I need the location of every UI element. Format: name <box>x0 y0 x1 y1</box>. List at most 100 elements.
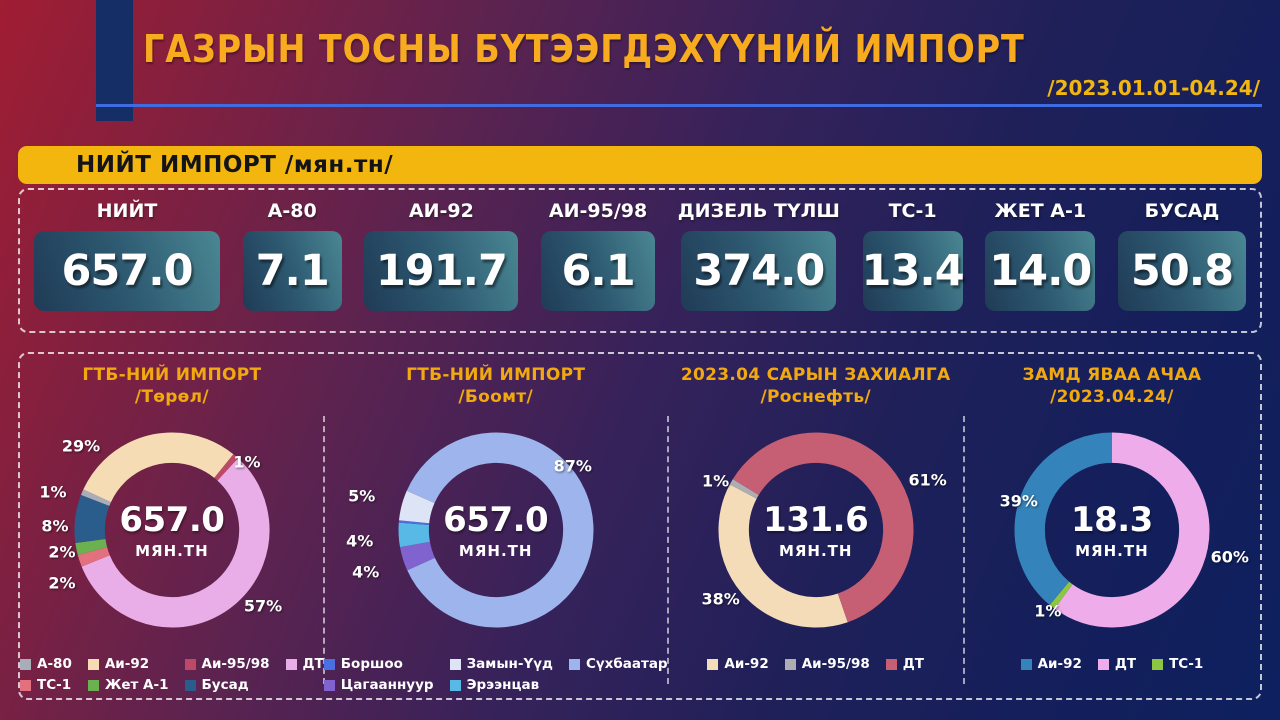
pct-label: 60% <box>1210 547 1249 567</box>
donut-segment <box>74 432 270 628</box>
donut-center-value: 657.0 <box>119 500 225 540</box>
legend-label: Аи-92 <box>104 656 150 672</box>
legend-label: ДТ <box>302 656 324 672</box>
stat-label: БУСАД <box>1144 200 1220 222</box>
donut-center-text: 131.6 МЯН.ТН <box>763 500 869 560</box>
chart-title-line: /2023.04.24/ <box>1050 387 1174 408</box>
legend-item: Цагааннуур <box>323 677 434 693</box>
chart-title-line: /Төрөл/ <box>134 387 209 408</box>
legend-label: Аи-95/98 <box>201 656 270 672</box>
stat-item: БУСАД 50.8 <box>1117 200 1246 311</box>
donut-center-text: 657.0 МЯН.ТН <box>443 500 549 560</box>
stat-card: 14.0 <box>985 231 1096 311</box>
stats-panel: НИЙТ 657.0 А-80 7.1 АИ-92 191.7 АИ-95/98 6.1 ДИЗ… <box>18 188 1262 333</box>
donut-chart <box>1014 432 1210 628</box>
pct-label: 2% <box>48 573 76 593</box>
chart-title-line: ГТБ-НИЙ ИМПОРТ <box>406 365 586 385</box>
legend-swatch <box>20 658 31 670</box>
donut-segment <box>398 432 594 628</box>
stat-card: 13.4 <box>862 231 965 311</box>
donut-chart <box>718 432 914 628</box>
header-divider <box>96 104 1262 107</box>
stat-value: 50.8 <box>1130 246 1234 296</box>
legend-swatch <box>885 658 897 670</box>
pct-label: 61% <box>908 470 947 490</box>
legend-swatch <box>449 679 461 691</box>
pct-label: 1% <box>1034 601 1062 621</box>
stat-value: 191.7 <box>375 246 508 296</box>
stat-value: 7.1 <box>255 246 330 296</box>
legend-item: ТС-1 <box>20 677 72 693</box>
legend-item: Замын-Үүд <box>449 656 553 672</box>
pct-label: 8% <box>41 516 69 536</box>
legend-swatch <box>1152 658 1164 670</box>
legend-label: Эрээнцав <box>466 677 540 693</box>
chart-legend: Боршоо Замын-Үүд Сүхбаатар Цагааннуур Эрээнц… <box>323 656 668 693</box>
stat-item: ТС-1 13.4 <box>862 200 965 311</box>
chart-title-line: ЗАМД ЯВАА АЧАА <box>1022 365 1202 385</box>
column-divider <box>666 416 669 684</box>
pct-label: 5% <box>348 486 376 506</box>
total-import-banner: НИЙТ ИМПОРТ /мян.тн/ <box>18 146 1262 184</box>
page-title: ГАЗРЫН ТОСНЫ БҮТЭЭГДЭХҮҮНИЙ ИМПОРТ <box>143 27 1025 71</box>
chart-legend: Аи-92 ДТ ТС-1 <box>964 656 1260 672</box>
pct-label: 4% <box>346 531 374 551</box>
legend-label: ТС-1 <box>37 677 72 693</box>
donut-segment <box>74 432 270 628</box>
stat-card: 6.1 <box>541 231 656 311</box>
stat-label: АИ-92 <box>408 200 474 222</box>
total-import-banner-label: НИЙТ ИМПОРТ /мян.тн/ <box>76 152 394 178</box>
legend-item: Аи-95/98 <box>184 656 270 672</box>
chart-area: 657.0 МЯН.ТН 29% 1% 8% 2% 2% 1% 57% <box>20 406 324 654</box>
legend-item: Жет А-1 <box>87 677 169 693</box>
pct-label: 39% <box>999 491 1038 511</box>
stat-item: АИ-95/98 6.1 <box>541 200 656 311</box>
stat-item: АИ-92 191.7 <box>364 200 519 311</box>
header-accent-bar <box>96 0 133 121</box>
legend-label: Аи-95/98 <box>801 656 870 672</box>
chart-panel-4: ЗАМД ЯВАА АЧАА/2023.04.24/18.3 МЯН.ТН 39% 1… <box>964 354 1260 698</box>
stat-item: А-80 7.1 <box>242 200 342 311</box>
legend-swatch <box>707 658 719 670</box>
legend-swatch <box>568 658 580 670</box>
stat-card: 374.0 <box>681 231 837 311</box>
legend-label: Аи-92 <box>1037 656 1082 672</box>
donut-center-unit: МЯН.ТН <box>1075 542 1149 560</box>
pct-label: 1% <box>39 482 67 502</box>
donut-segment <box>74 432 270 628</box>
legend-swatch <box>285 658 297 670</box>
legend-item: Эрээнцав <box>449 677 553 693</box>
legend-label: Цагааннуур <box>340 677 434 693</box>
stat-label: ТС-1 <box>888 200 937 222</box>
legend-item: Аи-92 <box>1020 656 1082 672</box>
pct-label: 38% <box>701 589 740 609</box>
pct-label: 87% <box>553 456 592 476</box>
chart-title: ЗАМД ЯВАА АЧАА/2023.04.24/ <box>964 364 1260 408</box>
stat-label: А-80 <box>267 200 317 222</box>
legend-swatch <box>1020 658 1032 670</box>
legend-item: Аи-95/98 <box>784 656 870 672</box>
legend-label: ДТ <box>1114 656 1137 672</box>
stat-item: ЖЕТ А-1 14.0 <box>985 200 1096 311</box>
donut-chart <box>398 432 594 628</box>
charts-panel: ГТБ-НИЙ ИМПОРТ/Төрөл/657.0 МЯН.ТН 29% 1% 8% 2… <box>18 352 1262 700</box>
legend-swatch <box>449 658 461 670</box>
donut-center-unit: МЯН.ТН <box>458 542 533 560</box>
legend-swatch <box>87 658 99 670</box>
chart-legend: А-80 Аи-92 Аи-95/98 ДТ ТС-1 Жет А-1 Бусад <box>20 656 324 693</box>
legend-item: Боршоо <box>323 656 434 672</box>
date-range: /2023.01.01-04.24/ <box>1047 76 1260 100</box>
pct-label: 1% <box>702 471 730 491</box>
legend-item: ДТ <box>885 656 924 672</box>
pct-label: 2% <box>48 542 76 562</box>
stat-item: ДИЗЕЛЬ ТҮЛШ 374.0 <box>678 200 840 311</box>
legend-label: А-80 <box>37 656 72 672</box>
stat-card: 50.8 <box>1117 231 1246 311</box>
stat-card: 7.1 <box>242 231 342 311</box>
stat-value: 14.0 <box>989 246 1092 296</box>
legend-item: Аи-92 <box>707 656 769 672</box>
legend-label: ТС-1 <box>1169 656 1204 672</box>
legend-item: Аи-92 <box>87 656 169 672</box>
stats-row: НИЙТ 657.0 А-80 7.1 АИ-92 191.7 АИ-95/98 6.1 ДИЗ… <box>34 200 1246 311</box>
